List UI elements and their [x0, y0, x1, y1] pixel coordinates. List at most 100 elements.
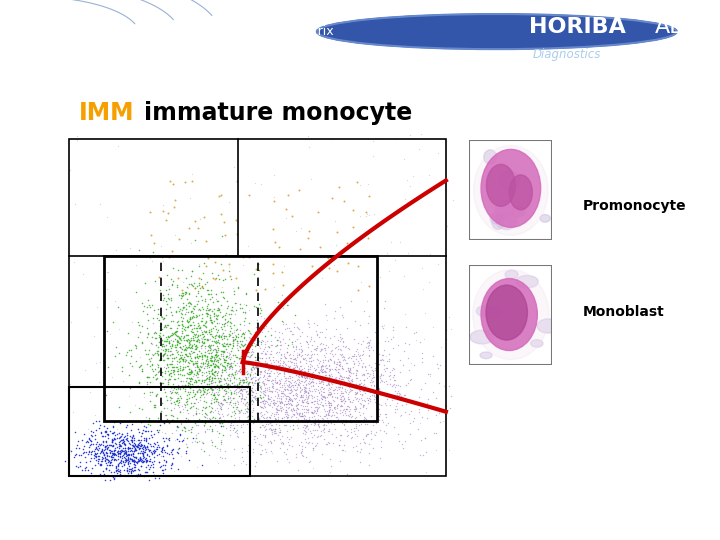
Point: [132, 449, 144, 458]
Point: [344, 397, 356, 406]
Point: [181, 434, 193, 442]
Point: [249, 377, 261, 386]
Point: [312, 379, 324, 387]
Point: [253, 374, 265, 382]
Point: [181, 295, 193, 303]
Point: [108, 448, 120, 457]
Point: [257, 373, 269, 382]
Point: [191, 336, 202, 345]
Point: [140, 468, 152, 477]
Point: [375, 401, 387, 409]
Point: [182, 298, 194, 307]
Point: [311, 407, 323, 416]
Point: [134, 443, 145, 452]
Point: [321, 375, 333, 383]
Point: [236, 303, 248, 312]
Point: [332, 358, 343, 367]
Point: [307, 340, 318, 349]
Point: [248, 418, 260, 427]
Point: [445, 325, 456, 333]
Point: [128, 447, 140, 456]
Point: [200, 409, 212, 418]
Point: [207, 407, 219, 416]
Point: [351, 442, 362, 451]
Point: [155, 321, 166, 330]
Point: [78, 448, 89, 456]
Point: [163, 449, 175, 458]
Point: [194, 376, 205, 385]
Point: [156, 312, 167, 321]
Point: [208, 362, 220, 370]
Point: [282, 427, 293, 436]
Point: [137, 367, 148, 375]
Point: [287, 424, 299, 433]
Point: [302, 416, 314, 424]
Point: [127, 451, 138, 460]
Point: [291, 388, 302, 397]
Point: [132, 443, 144, 451]
Point: [222, 392, 233, 400]
Point: [205, 329, 217, 338]
Point: [190, 297, 202, 306]
Point: [184, 380, 196, 388]
Point: [220, 316, 231, 325]
Point: [210, 336, 221, 345]
Point: [343, 381, 355, 390]
Point: [143, 427, 154, 435]
Point: [212, 385, 223, 394]
Point: [369, 387, 381, 396]
Point: [246, 365, 257, 374]
Point: [369, 395, 380, 403]
Point: [222, 394, 234, 402]
Point: [295, 372, 307, 380]
Point: [415, 130, 427, 138]
Point: [251, 367, 263, 375]
Point: [140, 413, 152, 422]
Point: [254, 368, 266, 377]
Point: [114, 431, 126, 440]
Point: [203, 362, 215, 371]
Point: [336, 392, 347, 401]
Point: [221, 410, 233, 419]
Point: [209, 309, 220, 318]
Point: [186, 399, 197, 408]
Point: [153, 338, 164, 346]
Point: [311, 321, 323, 329]
Point: [202, 254, 214, 262]
Point: [198, 258, 210, 267]
Point: [218, 320, 230, 328]
Point: [287, 342, 299, 350]
Point: [125, 384, 136, 393]
Point: [258, 410, 270, 418]
Point: [229, 330, 240, 339]
Point: [112, 447, 123, 455]
Point: [351, 367, 362, 375]
Point: [137, 449, 148, 458]
Point: [219, 385, 230, 394]
Point: [240, 399, 252, 408]
Point: [186, 308, 197, 316]
Point: [190, 343, 202, 352]
Point: [217, 362, 229, 370]
Point: [193, 352, 204, 360]
Point: [125, 455, 136, 463]
Point: [165, 399, 176, 407]
Point: [241, 407, 253, 416]
Point: [111, 465, 122, 474]
Point: [297, 398, 308, 407]
Point: [206, 361, 217, 369]
Point: [233, 379, 245, 388]
Point: [185, 320, 197, 329]
Point: [280, 411, 292, 420]
Point: [227, 379, 238, 387]
Point: [296, 396, 307, 405]
Point: [171, 388, 182, 396]
Point: [294, 375, 305, 384]
Point: [159, 411, 171, 420]
Point: [189, 390, 201, 399]
Point: [179, 332, 190, 341]
Point: [197, 339, 209, 347]
Point: [292, 410, 303, 418]
Point: [76, 466, 88, 475]
Point: [328, 402, 340, 411]
